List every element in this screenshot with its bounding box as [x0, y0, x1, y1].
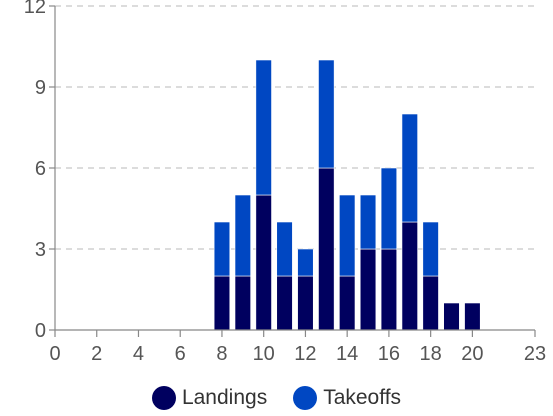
y-tick-label: 9: [35, 77, 46, 99]
gridlines: [55, 5, 535, 250]
bar-landings-17: [401, 221, 418, 331]
y-tick-label: 0: [35, 320, 46, 342]
x-tick-label: 8: [216, 343, 227, 365]
x-axis-ticks: 0 2 4 6 8 10 12 14 16 18 20 23: [49, 330, 546, 365]
y-tick-label: 6: [35, 158, 46, 180]
bar-chart: 0 3 6 9 12 0 2 4 6 8 10 12 14 16 18 20 23: [24, 0, 546, 365]
bar-takeoffs-11: [276, 221, 293, 277]
legend-swatch-takeoffs: [293, 386, 318, 410]
bar-landings-13: [318, 167, 335, 331]
bar-takeoffs-14: [339, 194, 356, 277]
x-tick-label: 20: [461, 343, 483, 365]
x-tick-label: 4: [133, 343, 144, 365]
bar-landings-10: [255, 194, 272, 331]
bar-landings-20: [464, 302, 481, 331]
x-tick-label: 14: [336, 343, 358, 365]
x-tick-label: 18: [420, 343, 442, 365]
legend-item-landings[interactable]: Landings: [151, 386, 268, 410]
x-tick-label: 0: [49, 343, 60, 365]
bar-landings-12: [297, 275, 314, 331]
bar-landings-9: [234, 275, 251, 331]
bar-landings-16: [380, 248, 398, 331]
bar-landings-11: [276, 275, 293, 331]
x-tick-label: 2: [91, 343, 102, 365]
bar-takeoffs-12: [297, 248, 314, 277]
bar-takeoffs-15: [359, 194, 377, 250]
legend-swatch-landings: [151, 386, 176, 410]
legend-label-takeoffs: Takeoffs: [323, 386, 402, 409]
bar-landings-14: [339, 275, 356, 331]
bars: [213, 59, 481, 331]
legend-label-landings: Landings: [181, 386, 268, 409]
bar-landings-15: [359, 248, 377, 331]
y-tick-label: 3: [35, 239, 46, 261]
bar-takeoffs-18: [422, 221, 439, 277]
bar-takeoffs-10: [255, 59, 272, 196]
x-tick-label: 16: [378, 343, 400, 365]
bar-takeoffs-8: [213, 221, 231, 277]
legend-item-takeoffs[interactable]: Takeoffs: [293, 386, 401, 410]
x-tick-label: 12: [294, 343, 316, 365]
x-tick-label: 6: [175, 343, 186, 365]
bar-landings-18: [422, 275, 439, 331]
bar-landings-19: [443, 302, 460, 331]
bar-landings-8: [213, 275, 231, 331]
x-tick-label: 23: [524, 343, 546, 365]
legend: Landings Takeoffs: [0, 380, 553, 416]
bar-takeoffs-13: [318, 59, 335, 169]
y-tick-label: 12: [24, 0, 46, 18]
bar-takeoffs-9: [234, 194, 251, 277]
y-axis-ticks: 0 3 6 9 12: [24, 0, 55, 342]
bar-takeoffs-16: [380, 167, 398, 250]
x-tick-label: 10: [253, 343, 275, 365]
bar-takeoffs-17: [401, 113, 418, 223]
